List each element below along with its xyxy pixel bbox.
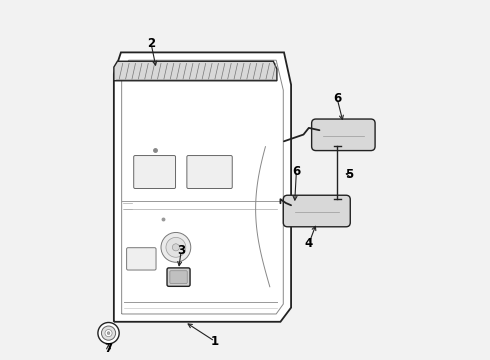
- FancyBboxPatch shape: [312, 119, 375, 150]
- Text: 2: 2: [147, 37, 155, 50]
- Text: 4: 4: [305, 237, 313, 250]
- Circle shape: [98, 323, 119, 344]
- Text: 5: 5: [345, 168, 354, 181]
- PathPatch shape: [114, 61, 277, 81]
- FancyBboxPatch shape: [134, 156, 175, 189]
- FancyBboxPatch shape: [283, 195, 350, 227]
- Circle shape: [172, 244, 179, 251]
- Circle shape: [105, 329, 112, 337]
- Circle shape: [166, 238, 186, 257]
- FancyBboxPatch shape: [126, 248, 156, 270]
- Text: 3: 3: [177, 244, 185, 257]
- Text: 1: 1: [211, 335, 219, 348]
- Text: 7: 7: [104, 342, 113, 355]
- PathPatch shape: [114, 53, 291, 322]
- Circle shape: [101, 326, 116, 340]
- Text: 6: 6: [292, 165, 300, 177]
- Text: 6: 6: [333, 92, 341, 105]
- FancyBboxPatch shape: [187, 156, 232, 189]
- Circle shape: [107, 332, 110, 334]
- FancyBboxPatch shape: [167, 268, 190, 286]
- FancyBboxPatch shape: [170, 271, 187, 283]
- Circle shape: [161, 233, 191, 262]
